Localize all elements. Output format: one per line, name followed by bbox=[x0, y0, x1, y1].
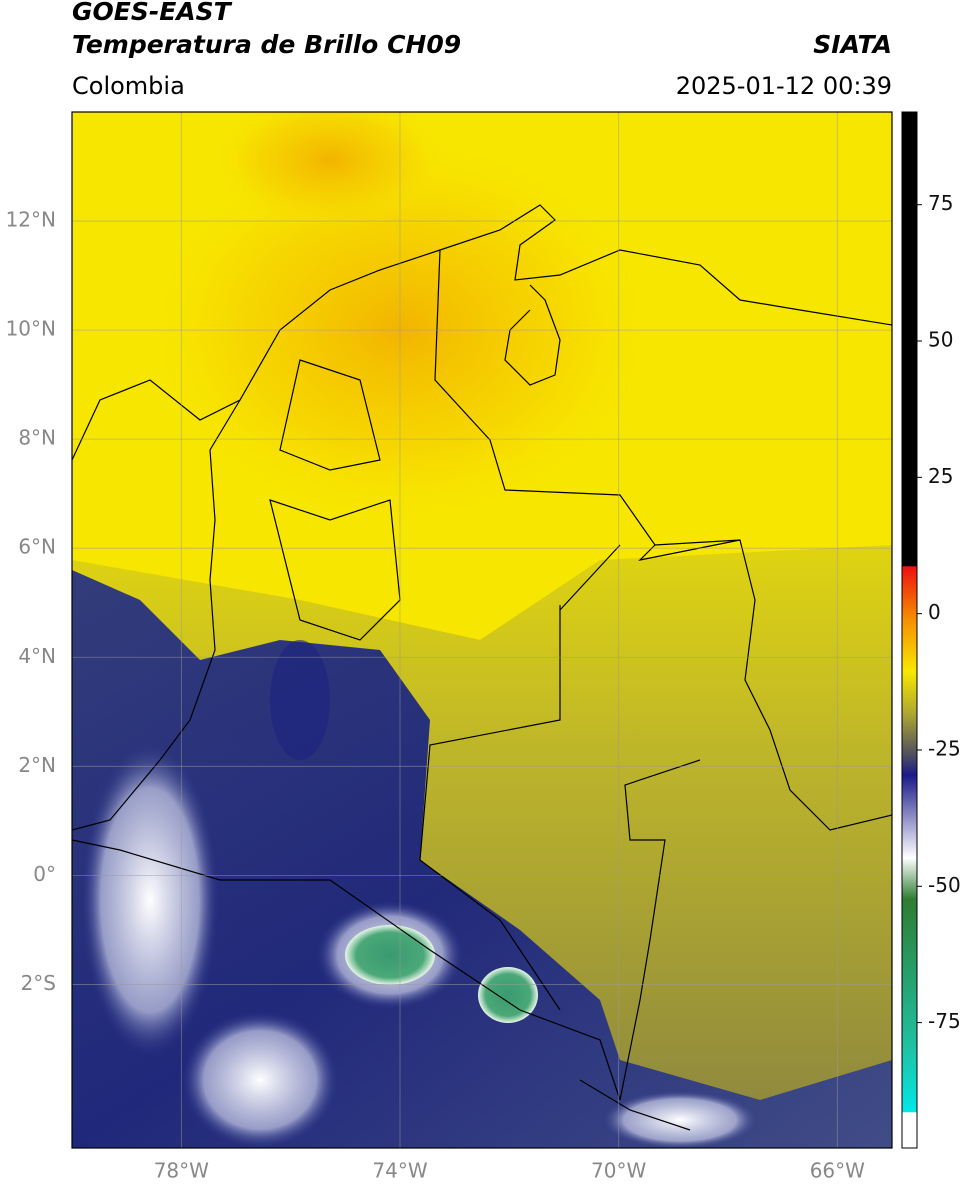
lat-tick-label: 0° bbox=[33, 862, 56, 886]
colorbar-tick-label: -75 bbox=[928, 1009, 961, 1033]
subtitle: Temperatura de Brillo CH09 bbox=[72, 30, 461, 59]
lat-tick-label: 8°N bbox=[18, 426, 56, 450]
colorbar-tick-label: -50 bbox=[928, 873, 961, 897]
graticule bbox=[72, 112, 892, 1148]
lat-tick-label: 2°N bbox=[18, 753, 56, 777]
colorbar-tick-label: 0 bbox=[928, 600, 941, 624]
map-frame bbox=[71, 111, 893, 1149]
title: GOES-EAST bbox=[72, 0, 233, 26]
source: SIATA bbox=[813, 30, 892, 59]
lat-tick-label: 4°N bbox=[18, 644, 56, 668]
map-image bbox=[72, 112, 892, 1148]
lat-tick-label: 6°N bbox=[18, 535, 56, 559]
lon-tick-label: 74°W bbox=[372, 1159, 427, 1183]
lat-tick-label: 12°N bbox=[6, 208, 56, 232]
datetime: 2025-01-12 00:39 bbox=[676, 72, 892, 100]
colorbar-tick-label: 50 bbox=[928, 328, 953, 352]
colorbar-tick-label: 25 bbox=[928, 464, 953, 488]
lon-tick-label: 78°W bbox=[154, 1159, 209, 1183]
lat-tick-label: 10°N bbox=[6, 317, 56, 341]
colorbar bbox=[901, 111, 918, 1149]
lat-tick-label: 2°S bbox=[21, 971, 56, 995]
colorbar-tick-label: -25 bbox=[928, 736, 961, 760]
lon-tick-label: 70°W bbox=[591, 1159, 646, 1183]
lon-tick-label: 66°W bbox=[810, 1159, 865, 1183]
colorbar-tick-label: 75 bbox=[928, 191, 953, 215]
region: Colombia bbox=[72, 72, 185, 100]
